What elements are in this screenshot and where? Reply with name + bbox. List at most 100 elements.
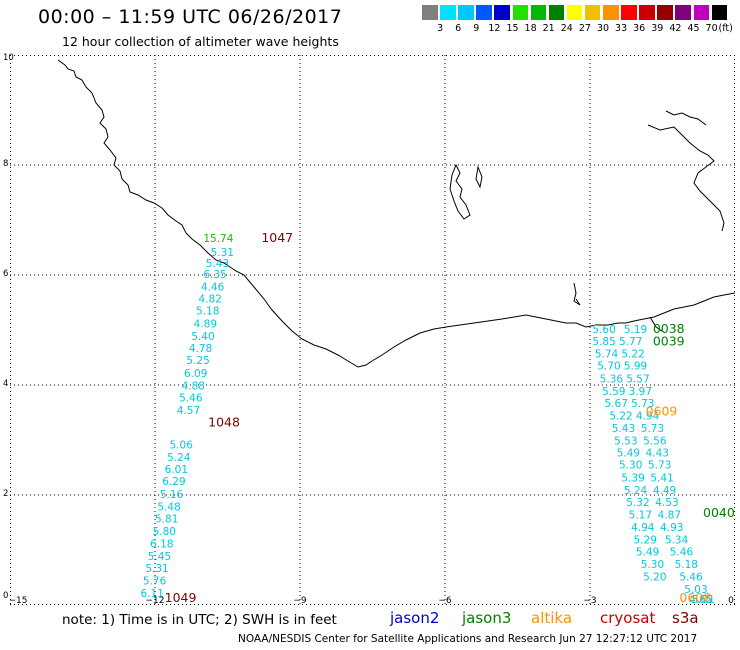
satellite-key-s3a: s3a xyxy=(672,609,699,627)
swh-value: 5.73 xyxy=(641,423,664,435)
pass-time-label: 1049 xyxy=(165,590,197,605)
pass-time-label: 0038 xyxy=(653,321,685,336)
swh-value: 4.65 xyxy=(689,594,712,605)
swh-value: 4.89 xyxy=(194,318,217,330)
swh-value: 5.34 xyxy=(665,534,689,546)
swh-value: 5.16 xyxy=(160,489,184,501)
x-tick-label: −6 xyxy=(438,596,452,605)
legend-swatch xyxy=(693,5,710,20)
satellite-key-altika: altika xyxy=(531,609,573,627)
x-tick-label: −9 xyxy=(293,596,307,605)
swh-value: 5.80 xyxy=(153,526,176,538)
wave-height-values: 15.745.315.436.354.464.825.184.895.404.7… xyxy=(141,233,715,605)
swh-value: 5.31 xyxy=(145,563,168,575)
swh-value: 4.93 xyxy=(660,522,683,534)
map-subtitle: 12 hour collection of altimeter wave hei… xyxy=(62,34,339,49)
legend-label: 3 xyxy=(437,23,444,34)
swh-value: 5.46 xyxy=(670,547,694,559)
y-tick-label: 8 xyxy=(3,159,9,169)
swh-value: 4.46 xyxy=(201,281,225,293)
legend-label: 70 xyxy=(705,23,718,34)
satellite-key-cryosat: cryosat xyxy=(600,609,656,627)
swh-value: 4.82 xyxy=(199,294,222,306)
swh-value: 4.49 xyxy=(653,485,676,497)
swh-value: 5.19 xyxy=(624,324,647,336)
swh-value: 6.18 xyxy=(150,538,173,550)
swh-value: 5.36 xyxy=(600,373,624,385)
swh-value: 5.49 xyxy=(617,448,640,460)
swh-value: 5.73 xyxy=(648,460,671,472)
swh-value: 5.24 xyxy=(167,452,191,464)
lake-volta xyxy=(449,163,471,220)
swh-value: 5.06 xyxy=(170,439,194,451)
legend-label: 36 xyxy=(633,23,646,34)
swh-value: 5.29 xyxy=(634,534,657,546)
swh-value: 15.74 xyxy=(203,233,233,245)
legend-swatch xyxy=(639,5,655,20)
swh-value: 5.46 xyxy=(679,571,703,583)
pass-time-label: 0609 xyxy=(646,403,678,418)
swh-value: 5.59 xyxy=(602,386,625,398)
swh-value: 5.17 xyxy=(629,510,652,522)
wave-height-map: 15.745.315.436.354.464.825.184.895.404.7… xyxy=(10,55,735,605)
swh-value: 5.99 xyxy=(624,361,647,373)
legend-label: 15 xyxy=(506,23,519,34)
legend-label: 27 xyxy=(578,23,591,34)
legend-swatch xyxy=(476,5,492,20)
legend-label: 9 xyxy=(473,23,480,34)
swh-value: 5.40 xyxy=(191,331,214,343)
swh-value: 6.11 xyxy=(141,588,164,600)
legend-swatch xyxy=(603,5,619,20)
swh-value: 5.56 xyxy=(643,435,667,447)
swh-value: 5.22 xyxy=(621,349,644,361)
pass-time-label: 1047 xyxy=(261,230,293,245)
swh-value: 4.53 xyxy=(655,497,678,509)
swh-value: 3.97 xyxy=(629,386,652,398)
legend-label: 30 xyxy=(596,23,610,34)
swh-value: 4.94 xyxy=(631,522,655,534)
lat-lon-grid xyxy=(10,55,735,605)
x-tick-label: −12 xyxy=(146,596,165,605)
legend-label: 39 xyxy=(651,23,664,34)
x-tick-label: −3 xyxy=(583,596,596,605)
river-mouth-mark xyxy=(649,316,663,332)
legend-swatch xyxy=(422,5,438,20)
pass-time-label: 0040 xyxy=(703,505,735,520)
swh-value: 5.53 xyxy=(614,435,637,447)
legend-label: 6 xyxy=(455,23,462,34)
satellite-key-jason3: jason3 xyxy=(462,609,512,627)
legend-label: 45 xyxy=(687,23,700,34)
swh-value: 5.81 xyxy=(155,514,178,526)
x-tick-label: −15 xyxy=(10,596,28,605)
legend-swatch xyxy=(440,5,456,20)
swh-value: 4.43 xyxy=(646,448,669,460)
legend-label: 12 xyxy=(488,23,501,34)
legend-swatch xyxy=(657,5,673,20)
swh-value: 5.45 xyxy=(148,551,171,563)
swh-value: 5.32 xyxy=(626,497,649,509)
legend-swatch xyxy=(494,5,510,20)
swh-value: 4.88 xyxy=(182,380,205,392)
swh-value: 5.60 xyxy=(592,324,615,336)
pass-time-label: 1048 xyxy=(208,414,240,429)
lake-fragment-volta-right xyxy=(475,165,483,189)
footer-note: note: 1) Time is in UTC; 2) SWH is in fe… xyxy=(62,612,337,628)
swh-value: 5.43 xyxy=(206,258,229,270)
swh-value: 4.78 xyxy=(189,343,212,355)
legend-swatch xyxy=(584,5,601,20)
swh-value: 6.09 xyxy=(184,368,207,380)
swh-value: 5.41 xyxy=(650,472,673,484)
swh-value: 5.20 xyxy=(643,571,666,583)
swh-value: 5.73 xyxy=(631,398,654,410)
swh-value: 5.85 xyxy=(592,336,615,348)
swh-value: 5.22 xyxy=(609,411,632,423)
swh-value: 5.01 xyxy=(692,594,715,605)
legend-swatch xyxy=(711,5,728,20)
y-tick-label: 6 xyxy=(3,269,9,279)
swh-value: 4.57 xyxy=(177,405,200,417)
satellite-key-jason2: jason2 xyxy=(390,609,440,627)
estuary-mark xyxy=(573,282,581,306)
swh-value: 6.01 xyxy=(165,464,188,476)
swh-value: 4.94 xyxy=(636,411,660,423)
legend-label: 24 xyxy=(560,23,573,34)
